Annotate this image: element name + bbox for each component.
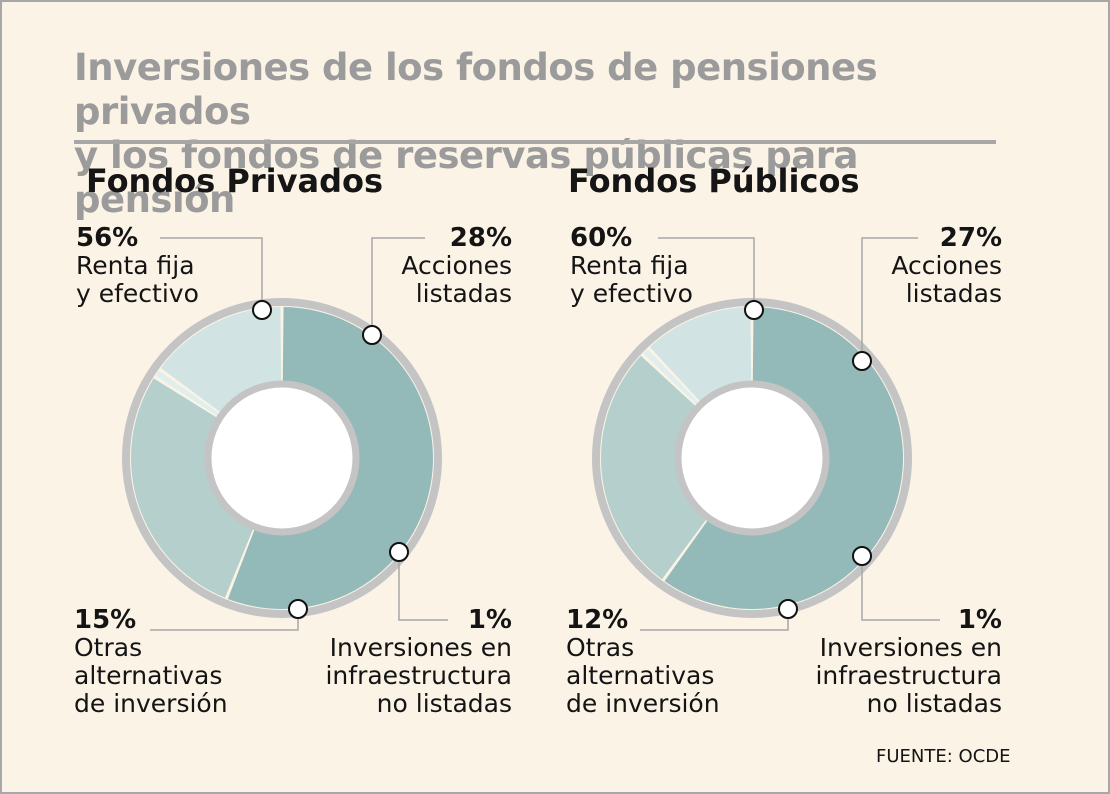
data-label-pct: 60% [570,223,633,253]
donut-hole [674,380,830,536]
source-note: FUENTE: OCDE [876,746,1011,767]
slice-renta-fija [664,307,903,609]
chart-title-privados: Fondos Privados [86,162,383,200]
leader-line-infra [861,556,940,621]
donut-privados [122,237,448,631]
marker-renta [744,300,764,320]
slice-acciones [600,355,708,580]
data-label-pct: 56% [76,223,139,253]
label-privados-otras: 15% Otras alternativas de inversión [74,606,228,718]
slice-label: Otras alternativas de inversión [74,633,228,718]
donut-publicos [592,237,940,631]
title-line-1: Inversiones de los fondos de pensiones p… [74,46,878,133]
leader-line-renta [160,237,263,310]
chart-title-publicos: Fondos Públicos [568,162,860,200]
slice-label: Inversiones en infraestructura no listad… [325,633,512,718]
marker-infra [389,542,409,562]
data-label-pct: 12% [566,605,629,635]
label-publicos-otras: 12% Otras alternativas de inversión [566,606,720,718]
label-privados-renta: 56% Renta fija y efectivo [76,224,199,308]
marker-infra [852,546,872,566]
slice-acciones [130,378,255,598]
slice-label: Acciones listadas [401,251,512,308]
marker-acciones [362,325,382,345]
data-label-pct: 27% [939,223,1002,253]
slice-otras-alternativas [649,307,752,404]
leader-line-infra [398,552,448,621]
slice-label: Inversiones en infraestructura no listad… [815,633,1002,718]
slice-infraestructura [643,349,701,407]
slice-label: Renta fija y efectivo [76,251,199,308]
data-label-pct: 15% [74,605,137,635]
slice-label: Otras alternativas de inversión [566,633,720,718]
label-publicos-infra: 1% Inversiones en infraestructura no lis… [790,606,1002,718]
outer-ring [122,298,442,618]
leader-line-acciones [371,237,425,335]
slice-label: Renta fija y efectivo [570,251,693,308]
label-publicos-renta: 60% Renta fija y efectivo [570,224,693,308]
label-publicos-acciones: 27% Acciones listadas [820,224,1002,308]
data-label-pct: 1% [467,605,512,635]
label-privados-infra: 1% Inversiones en infraestructura no lis… [300,606,512,718]
leader-line-renta [658,237,755,310]
slice-label: Acciones listadas [891,251,1002,308]
marker-otras [288,599,308,619]
title-rule [74,140,996,144]
leader-line-acciones [861,237,918,361]
label-privados-acciones: 28% Acciones listadas [330,224,512,308]
marker-acciones [852,351,872,371]
data-label-pct: 1% [957,605,1002,635]
slice-infraestructura [155,370,222,418]
donut-hole [204,380,360,536]
marker-otras [778,599,798,619]
marker-renta [252,300,272,320]
data-label-pct: 28% [449,223,512,253]
